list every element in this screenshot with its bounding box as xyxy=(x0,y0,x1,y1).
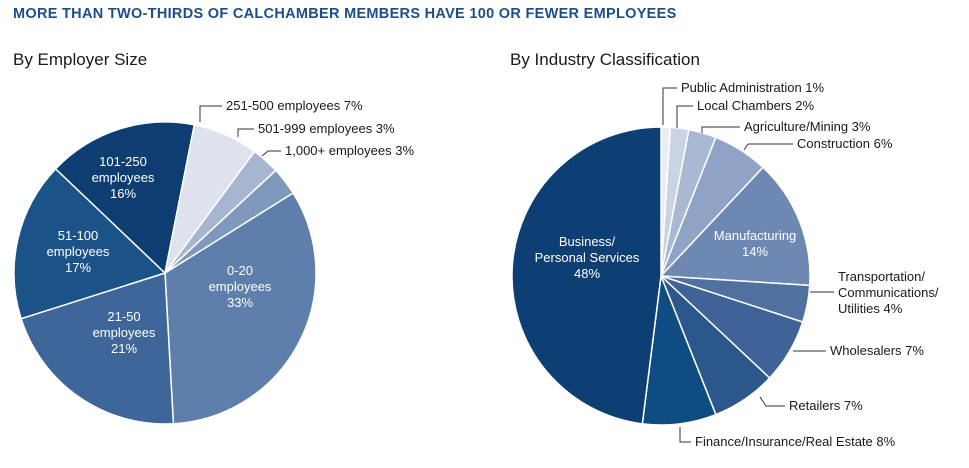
leader-line-251-500-employees xyxy=(199,105,222,122)
pie-slice-101-250-employees xyxy=(54,121,196,275)
data-label-wholesalers: Wholesalers 7% xyxy=(830,343,924,358)
data-label-agriculture-mining: Agriculture/Mining 3% xyxy=(744,119,871,134)
leader-line-501-999-employees xyxy=(237,128,254,137)
leader-line-1-000-employees xyxy=(261,150,281,157)
data-label-business-personal-services: Business/Personal Services 48% xyxy=(535,234,640,281)
data-label-retailers: Retailers 7% xyxy=(789,398,863,413)
data-label-501-999-employees: 501-999 employees 3% xyxy=(258,121,395,136)
leader-line-public-administration xyxy=(662,87,677,125)
industry-chart-title: By Industry Classification xyxy=(510,50,700,69)
leader-line-local-chambers xyxy=(676,105,693,128)
data-label-21-50-employees: 21-50 employees 21% xyxy=(93,309,156,356)
leader-line-construction xyxy=(743,143,793,151)
pie-slice-1-000-employees xyxy=(164,169,295,274)
pie-slice-0-20-employees xyxy=(164,191,317,425)
industry-classification-pie: Public Administration 1% Local Chambers 2… xyxy=(511,80,939,449)
data-label-construction: Construction 6% xyxy=(797,136,893,151)
pie-slice-21-50-employees xyxy=(20,271,175,425)
data-label-1-000-employees: 1,000+ employees 3% xyxy=(285,143,414,158)
data-label-manufacturing: Manufacturing 14% xyxy=(714,228,796,259)
employer-size-pie: 0-20 employees 33% 21-50 employees 21% 51-100 e… xyxy=(13,98,414,425)
pie-slice-business-personal-services xyxy=(511,126,662,425)
leader-line-agriculture-mining xyxy=(701,126,740,133)
data-label-local-chambers: Local Chambers 2% xyxy=(697,98,814,113)
data-label-251-500-employees: 251-500 employees 7% xyxy=(226,98,363,113)
pie-slice-51-100-employees xyxy=(13,167,167,320)
data-label-51-100-employees: 51-100 employees 17% xyxy=(47,228,110,275)
data-label-public-administration: Public Administration 1% xyxy=(681,80,825,95)
pie-slice-manufacturing xyxy=(659,166,811,287)
data-label-101-250-employees: 101-250 employees 16% xyxy=(92,154,155,201)
page-headline: MORE THAN TWO-THIRDS OF CALCHAMBER MEMBE… xyxy=(13,6,677,22)
leader-line-finance-insurance-real-estate xyxy=(679,427,691,443)
data-label-finance-insurance-real-estate: Finance/Insurance/Real Estate 8% xyxy=(695,434,896,449)
leader-line-retailers xyxy=(759,396,785,407)
employer-size-chart-title: By Employer Size xyxy=(13,50,148,69)
data-label-transportation-communications-utilities: Transportation/Communications/Utilities … xyxy=(838,269,939,316)
data-label-0-20-employees: 0-20 employees 33% xyxy=(209,263,272,310)
